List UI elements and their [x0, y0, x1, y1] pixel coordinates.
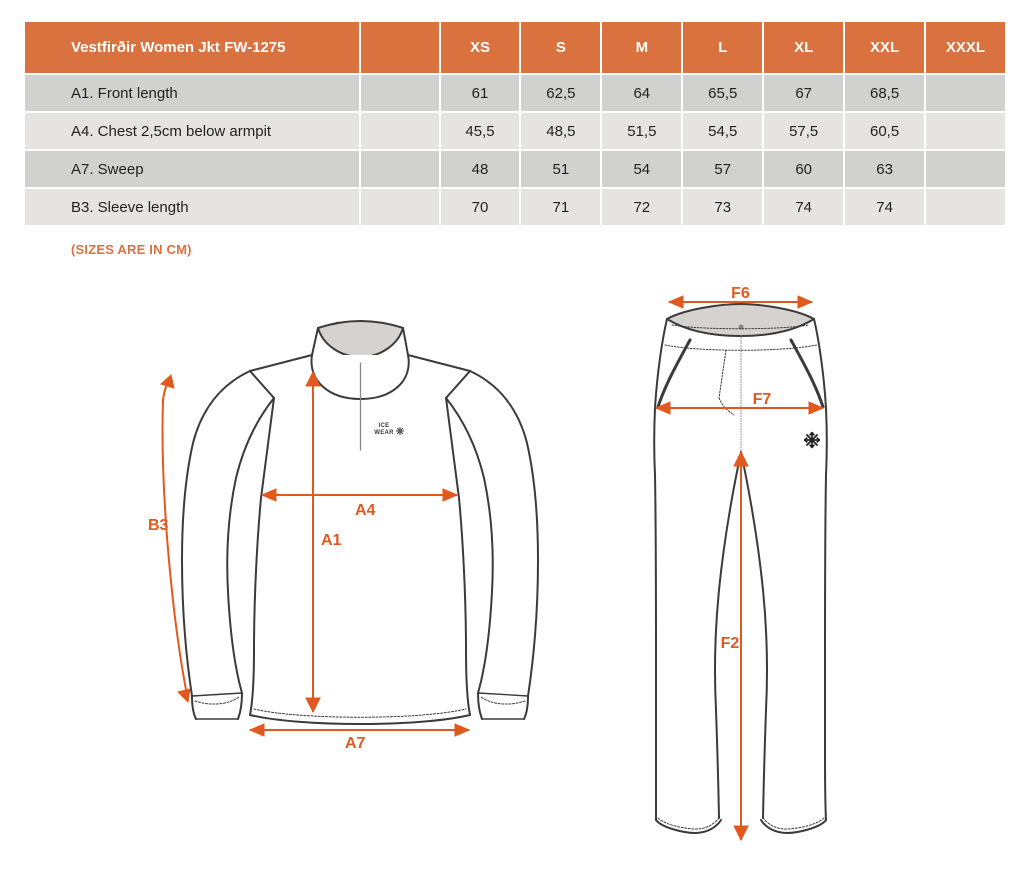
svg-text:F6: F6: [731, 285, 750, 302]
svg-text:F7: F7: [753, 391, 772, 408]
svg-text:F2: F2: [721, 635, 740, 652]
